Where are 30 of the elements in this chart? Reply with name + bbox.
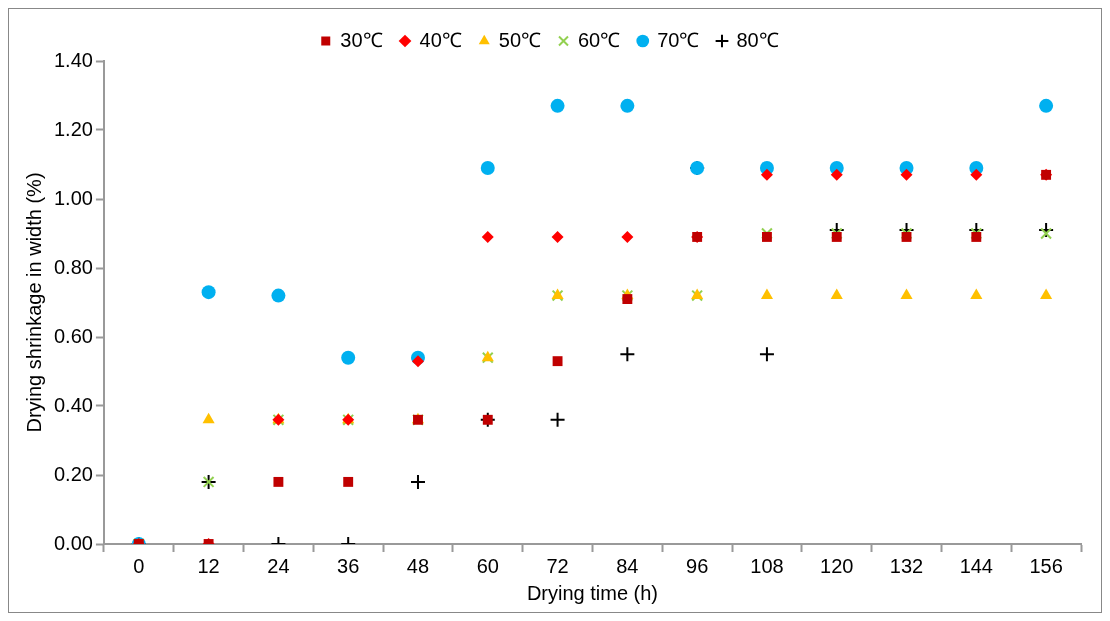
x-tick-label: 84 [616, 554, 639, 577]
x-tick-label: 132 [889, 554, 924, 577]
y-tick-label: 0.00 [53, 531, 93, 554]
x-tick-label: 156 [1029, 554, 1063, 577]
legend-label: 70℃ [657, 28, 700, 51]
legend-label: 80℃ [736, 28, 779, 51]
x-tick-label: 12 [197, 554, 220, 577]
x-tick-label: 144 [959, 554, 993, 577]
x-axis-title: Drying time (h) [526, 581, 659, 604]
y-tick-label: 0.60 [53, 324, 93, 347]
y-axis-title: Drying shrinkage in width (%) [22, 172, 45, 433]
x-tick-label: 60 [476, 554, 499, 577]
y-tick-label: 0.40 [53, 393, 93, 416]
legend-label: 60℃ [578, 28, 621, 51]
x-tick-label: 96 [686, 554, 709, 577]
x-tick-label: 0 [133, 554, 145, 577]
legend-label: 50℃ [498, 28, 541, 51]
y-tick-label: 1.20 [53, 117, 93, 140]
y-tick-label: 0.80 [53, 255, 93, 278]
x-tick-label: 72 [546, 554, 569, 577]
x-tick-label: 36 [337, 554, 360, 577]
legend-label: 30℃ [340, 28, 383, 51]
y-tick-label: 0.20 [53, 462, 93, 485]
legend-label: 40℃ [419, 28, 462, 51]
x-tick-label: 24 [267, 554, 290, 577]
x-tick-label: 120 [820, 554, 854, 577]
x-tick-label: 48 [406, 554, 430, 577]
y-tick-label: 1.00 [53, 186, 93, 209]
y-tick-label: 1.40 [53, 48, 93, 71]
x-tick-label: 108 [750, 554, 784, 577]
